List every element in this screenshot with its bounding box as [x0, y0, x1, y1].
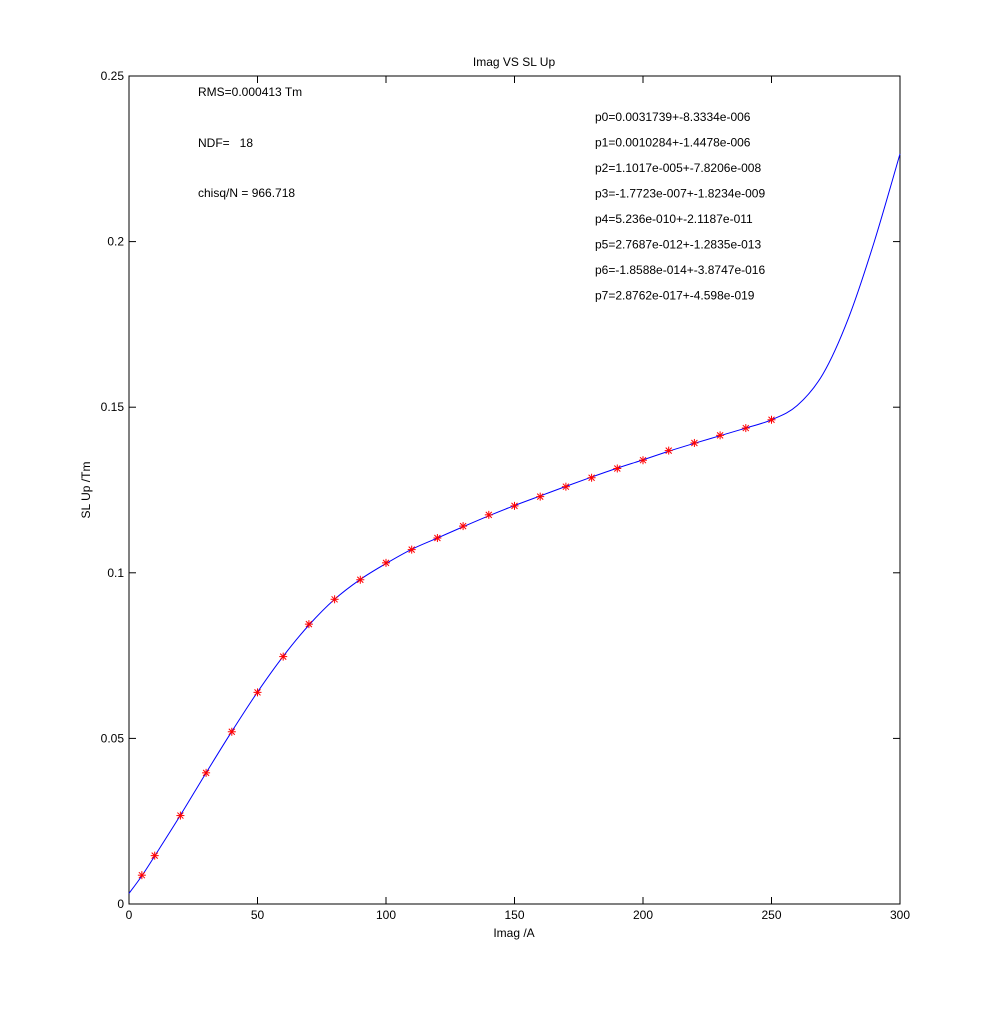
- stat-annotation: NDF= 18: [198, 136, 253, 150]
- data-point: [304, 620, 313, 629]
- fit-parameter-annotation: p3=-1.7723e-007+-1.8234e-009: [595, 187, 765, 201]
- y-tick-label: 0: [117, 897, 124, 911]
- x-tick-label: 0: [126, 908, 133, 922]
- data-point: [587, 473, 596, 482]
- x-tick-label: 100: [376, 908, 396, 922]
- data-point: [741, 424, 750, 433]
- fit-parameter-annotation: p7=2.8762e-017+-4.598e-019: [595, 289, 755, 303]
- data-point: [767, 415, 776, 424]
- data-point: [484, 510, 493, 519]
- data-point: [639, 456, 647, 465]
- axes-ticks: 0 50 100 150 200 250 300 0 0.05 0.1 0.15 0.2 0.25: [101, 69, 911, 922]
- stat-annotation: chisq/N = 966.718: [198, 186, 295, 200]
- data-point: [150, 851, 159, 860]
- y-axis-label: SL Up /Tm: [79, 462, 93, 519]
- data-point: [459, 522, 468, 531]
- y-tick-label: 0.2: [107, 235, 124, 249]
- fit-parameter-annotation: p2=1.1017e-005+-7.8206e-008: [595, 161, 761, 175]
- data-point: [716, 431, 725, 440]
- data-point: [433, 534, 442, 543]
- data-point: [613, 464, 622, 473]
- x-tick-label: 50: [251, 908, 265, 922]
- data-point: [382, 558, 390, 567]
- data-point: [176, 811, 185, 820]
- fit-parameter-annotations: p0=0.0031739+-8.3334e-006 p1=0.0010284+-1…: [595, 110, 765, 303]
- plot-area: [128, 75, 901, 905]
- x-tick-label: 300: [890, 908, 910, 922]
- data-point: [356, 575, 365, 584]
- fit-parameter-annotation: p1=0.0010284+-1.4478e-006: [595, 136, 751, 150]
- chart-title: Imag VS SL Up: [473, 55, 556, 69]
- stat-annotation: RMS=0.000413 Tm: [198, 85, 302, 99]
- y-tick-label: 0.25: [101, 69, 125, 83]
- data-point: [227, 727, 236, 736]
- data-point: [407, 545, 416, 554]
- x-axis-label: Imag /A: [493, 926, 534, 940]
- x-tick-label: 200: [633, 908, 653, 922]
- data-point: [561, 482, 570, 491]
- data-point: [202, 768, 211, 777]
- fit-parameter-annotation: p0=0.0031739+-8.3334e-006: [595, 110, 751, 124]
- fit-parameter-annotation: p4=5.236e-010+-2.1187e-011: [595, 212, 753, 226]
- data-markers-group: [137, 415, 776, 880]
- y-tick-label: 0.15: [101, 400, 125, 414]
- data-point: [330, 595, 339, 604]
- data-point: [253, 688, 262, 697]
- x-tick-label: 150: [504, 908, 524, 922]
- data-point: [536, 492, 545, 501]
- y-tick-label: 0.1: [107, 566, 124, 580]
- fit-parameter-annotation: p6=-1.8588e-014+-3.8747e-016: [595, 263, 765, 277]
- stats-annotations: RMS=0.000413 Tm NDF= 18 chisq/N = 966.718: [198, 85, 302, 200]
- fit-parameter-annotation: p5=2.7687e-012+-1.2835e-013: [595, 238, 761, 252]
- data-point: [664, 446, 673, 455]
- data-point: [279, 652, 288, 661]
- data-point: [690, 438, 699, 447]
- data-point: [137, 871, 146, 880]
- y-tick-label: 0.05: [101, 731, 125, 745]
- x-tick-label: 250: [761, 908, 781, 922]
- data-point: [510, 501, 519, 510]
